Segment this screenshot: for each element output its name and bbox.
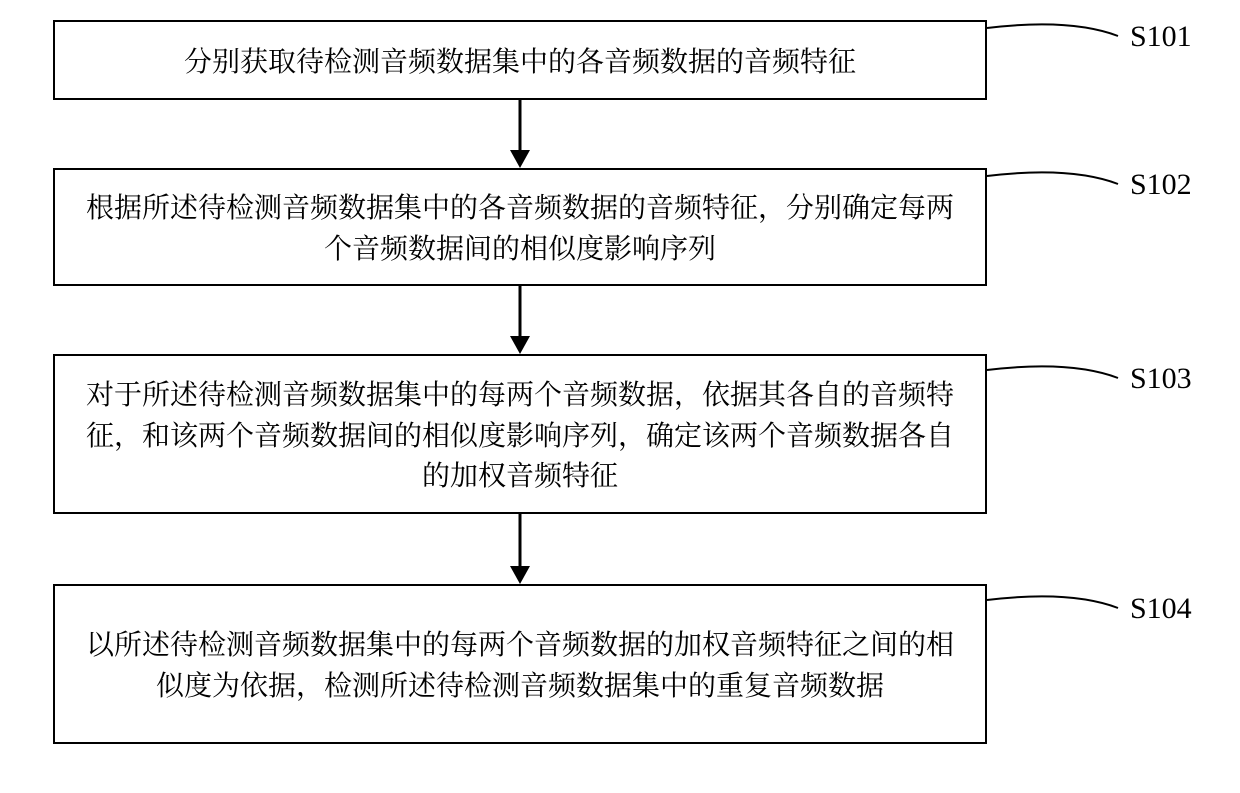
step-s103-label: S103	[1130, 362, 1192, 396]
step-s101-label: S101	[1130, 20, 1192, 54]
step-s101-box: 分别获取待检测音频数据集中的各音频数据的音频特征	[53, 20, 987, 100]
step-s102-text: 根据所述待检测音频数据集中的各音频数据的音频特征，分别确定每两个音频数据间的相似…	[73, 186, 967, 267]
step-s104-label: S104	[1130, 592, 1192, 626]
step-s101-text: 分别获取待检测音频数据集中的各音频数据的音频特征	[184, 40, 856, 81]
step-s103-box: 对于所述待检测音频数据集中的每两个音频数据，依据其各自的音频特征，和该两个音频数…	[53, 354, 987, 514]
step-s103-text: 对于所述待检测音频数据集中的每两个音频数据，依据其各自的音频特征，和该两个音频数…	[73, 373, 967, 495]
flowchart-canvas: 分别获取待检测音频数据集中的各音频数据的音频特征 S101 根据所述待检测音频数…	[0, 0, 1240, 793]
step-s102-box: 根据所述待检测音频数据集中的各音频数据的音频特征，分别确定每两个音频数据间的相似…	[53, 168, 987, 286]
step-s102-label: S102	[1130, 168, 1192, 202]
step-s104-text: 以所述待检测音频数据集中的每两个音频数据的加权音频特征之间的相似度为依据，检测所…	[73, 623, 967, 704]
step-s104-box: 以所述待检测音频数据集中的每两个音频数据的加权音频特征之间的相似度为依据，检测所…	[53, 584, 987, 744]
